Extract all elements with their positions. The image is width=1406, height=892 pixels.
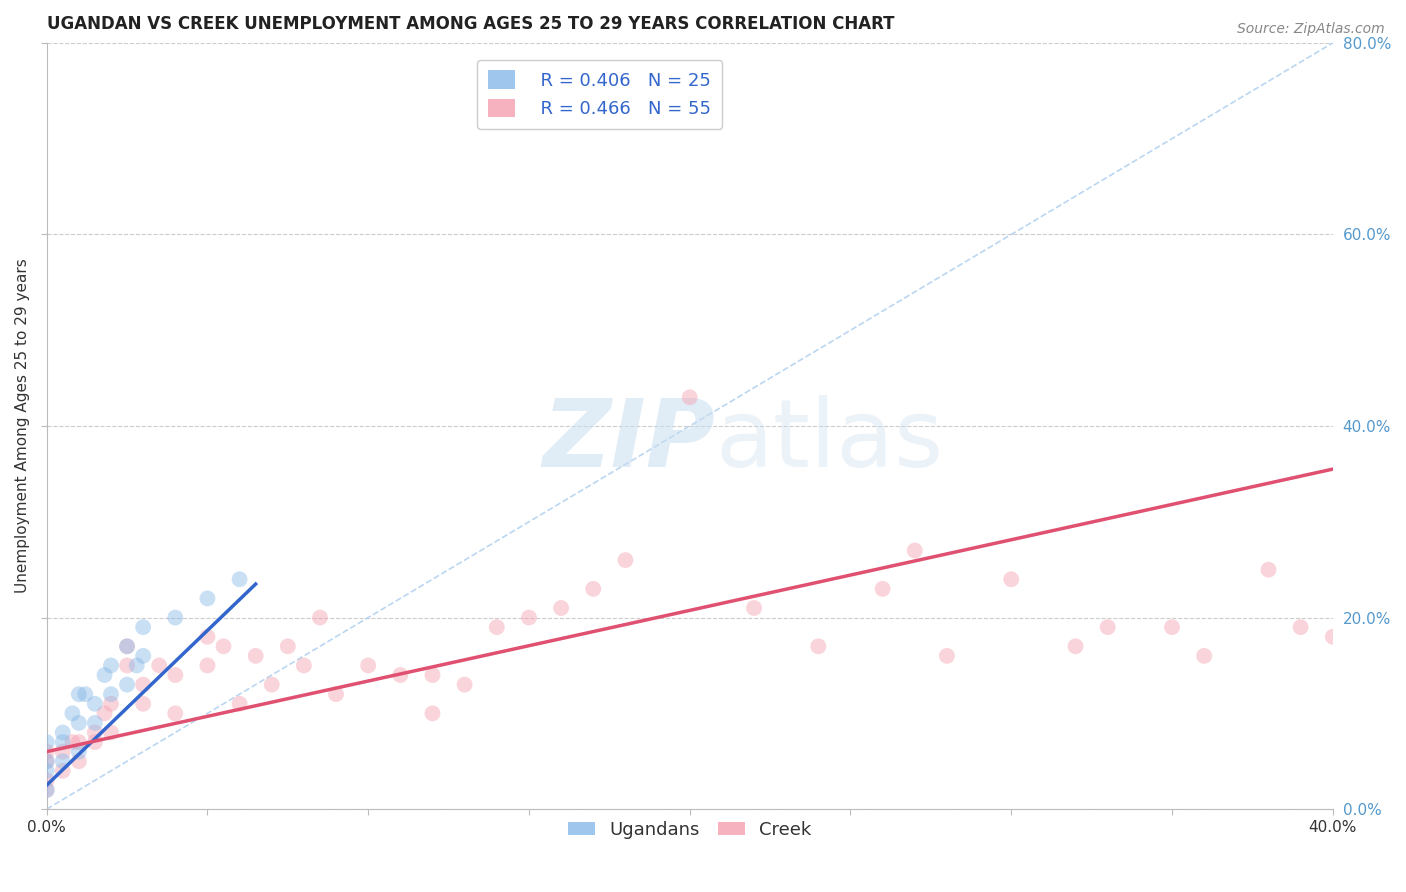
Point	[83, 715, 105, 730]
Point	[115, 678, 138, 692]
Point	[35, 754, 58, 768]
Point	[132, 697, 155, 711]
Point	[357, 658, 380, 673]
Point	[807, 640, 830, 654]
Point	[614, 553, 637, 567]
Point	[67, 687, 90, 701]
Point	[1097, 620, 1119, 634]
Point	[1257, 563, 1279, 577]
Point	[132, 678, 155, 692]
Point	[132, 620, 155, 634]
Point	[115, 640, 138, 654]
Point	[83, 735, 105, 749]
Point	[67, 745, 90, 759]
Point	[485, 620, 508, 634]
Point	[582, 582, 605, 596]
Point	[212, 640, 235, 654]
Point	[517, 610, 540, 624]
Point	[75, 687, 97, 701]
Point	[550, 601, 572, 615]
Point	[165, 706, 187, 721]
Point	[260, 678, 283, 692]
Point	[245, 648, 267, 663]
Point	[67, 735, 90, 749]
Point	[197, 591, 219, 606]
Point	[100, 725, 122, 739]
Point	[52, 735, 75, 749]
Point	[389, 668, 412, 682]
Point	[100, 697, 122, 711]
Point	[60, 735, 83, 749]
Point	[228, 697, 250, 711]
Text: ZIP: ZIP	[543, 395, 716, 487]
Point	[35, 783, 58, 797]
Point	[35, 783, 58, 797]
Point	[309, 610, 332, 624]
Point	[197, 630, 219, 644]
Text: atlas: atlas	[716, 395, 943, 487]
Point	[115, 658, 138, 673]
Point	[83, 725, 105, 739]
Point	[148, 658, 170, 673]
Point	[1064, 640, 1087, 654]
Point	[165, 610, 187, 624]
Point	[100, 658, 122, 673]
Point	[52, 764, 75, 778]
Point	[1289, 620, 1312, 634]
Point	[872, 582, 894, 596]
Text: Source: ZipAtlas.com: Source: ZipAtlas.com	[1237, 22, 1385, 37]
Point	[197, 658, 219, 673]
Point	[228, 572, 250, 586]
Point	[83, 697, 105, 711]
Point	[100, 687, 122, 701]
Point	[52, 725, 75, 739]
Point	[422, 706, 444, 721]
Point	[165, 668, 187, 682]
Point	[936, 648, 959, 663]
Point	[422, 668, 444, 682]
Point	[325, 687, 347, 701]
Point	[35, 735, 58, 749]
Point	[742, 601, 765, 615]
Point	[1000, 572, 1022, 586]
Point	[132, 648, 155, 663]
Point	[35, 764, 58, 778]
Legend: Ugandans, Creek: Ugandans, Creek	[561, 814, 818, 847]
Point	[52, 745, 75, 759]
Point	[277, 640, 299, 654]
Point	[67, 754, 90, 768]
Point	[1161, 620, 1184, 634]
Point	[115, 640, 138, 654]
Point	[67, 715, 90, 730]
Point	[125, 658, 148, 673]
Point	[35, 773, 58, 788]
Point	[1322, 630, 1344, 644]
Y-axis label: Unemployment Among Ages 25 to 29 years: Unemployment Among Ages 25 to 29 years	[15, 259, 30, 593]
Text: UGANDAN VS CREEK UNEMPLOYMENT AMONG AGES 25 TO 29 YEARS CORRELATION CHART: UGANDAN VS CREEK UNEMPLOYMENT AMONG AGES…	[46, 15, 894, 33]
Point	[93, 706, 115, 721]
Point	[453, 678, 475, 692]
Point	[60, 706, 83, 721]
Point	[52, 754, 75, 768]
Point	[35, 745, 58, 759]
Point	[93, 668, 115, 682]
Point	[35, 754, 58, 768]
Point	[1192, 648, 1215, 663]
Point	[679, 390, 702, 404]
Point	[904, 543, 927, 558]
Point	[292, 658, 315, 673]
